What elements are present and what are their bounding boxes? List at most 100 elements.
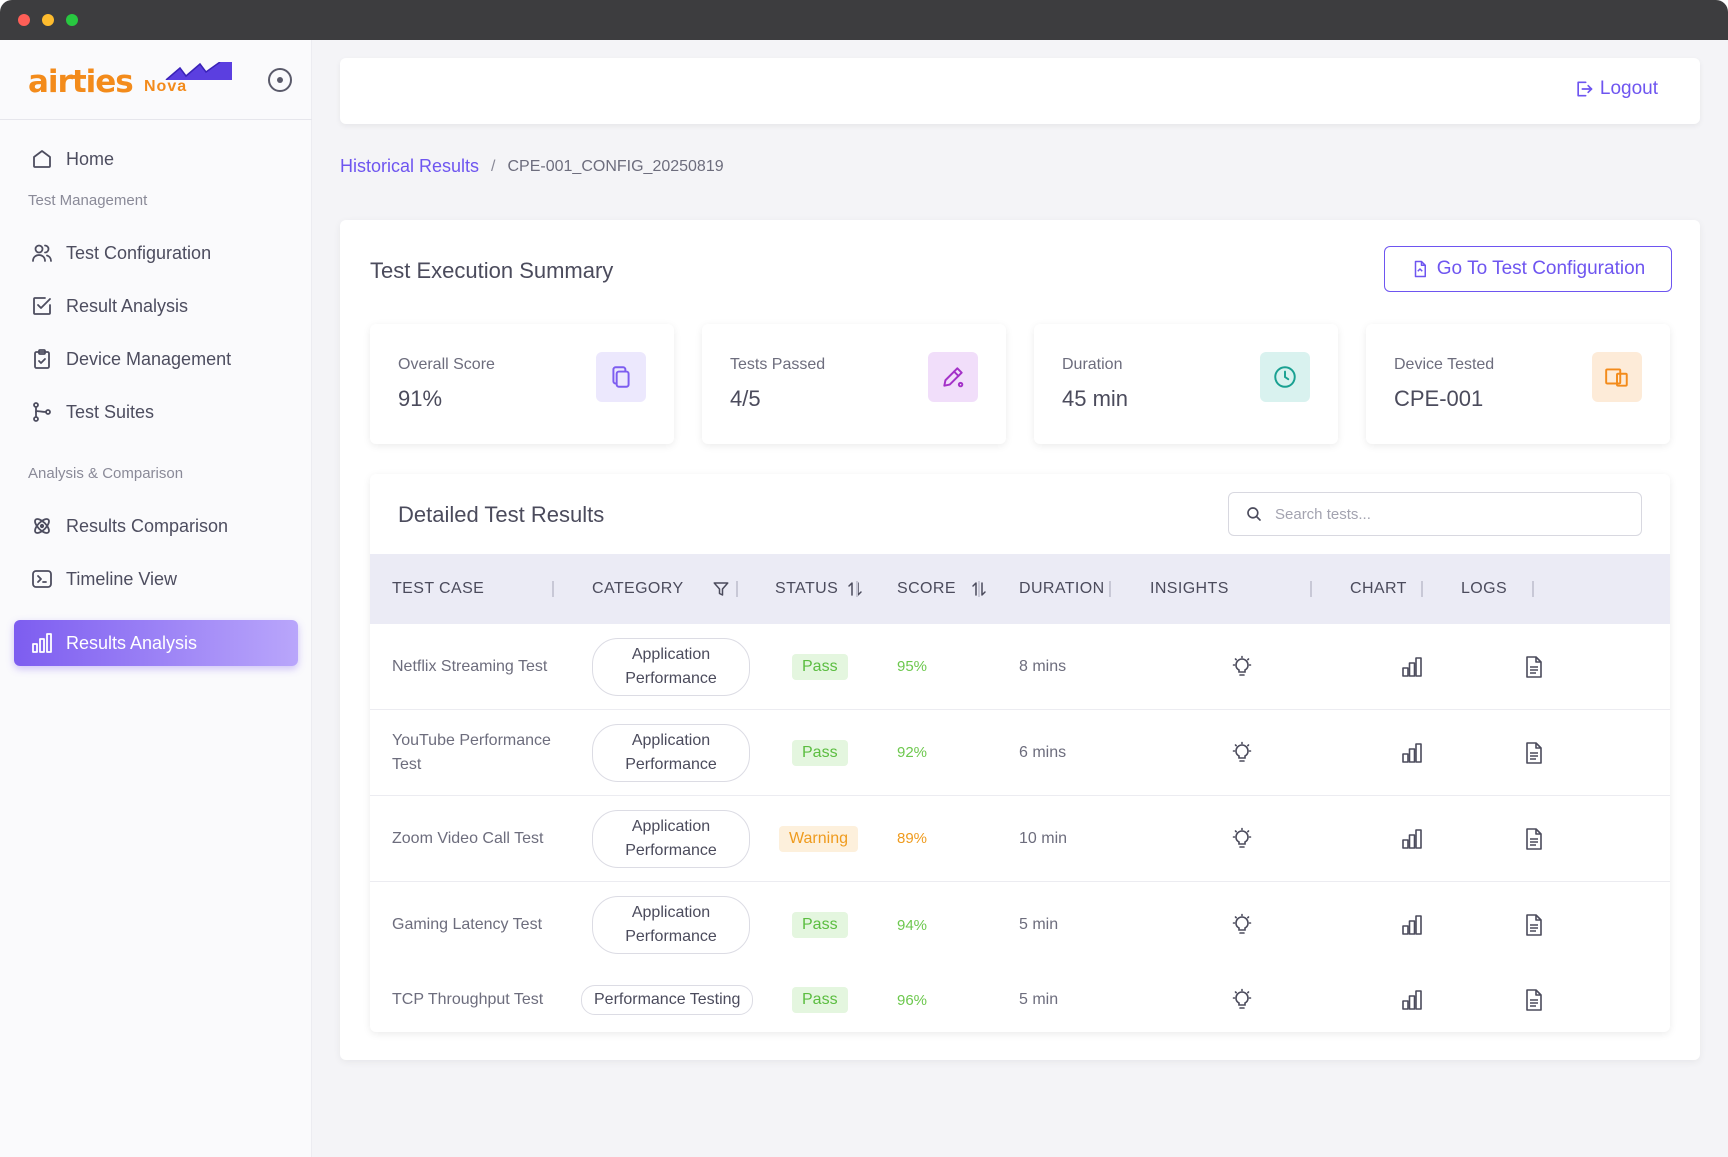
category-badge: Application Performance <box>592 723 750 782</box>
sidebar: airties Nova Home Test Management Test C… <box>0 40 312 1157</box>
top-header: Logout <box>340 58 1700 124</box>
score-value: 92% <box>897 744 928 761</box>
sidebar-item-label: Device Management <box>66 348 232 369</box>
sidebar-item-label: Timeline View <box>66 568 178 589</box>
log-file-icon[interactable] <box>1522 988 1546 1012</box>
chart-icon[interactable] <box>1400 913 1424 937</box>
sidebar-item-results-comparison[interactable]: Results Comparison <box>14 503 298 549</box>
chart-icon[interactable] <box>1400 741 1424 765</box>
search-input[interactable] <box>1275 505 1635 523</box>
atom-icon <box>34 518 50 534</box>
stat-label: Duration <box>1062 356 1123 373</box>
column-resize-handle[interactable] <box>1421 581 1423 597</box>
logout-button[interactable]: Logout <box>1574 78 1658 100</box>
column-resize-handle[interactable] <box>1310 581 1312 597</box>
column-resize-handle[interactable] <box>552 581 554 597</box>
cell-duration: 8 mins <box>1019 657 1067 675</box>
clipboard-icon <box>34 349 50 369</box>
bar-chart-icon <box>32 633 52 653</box>
table-row[interactable]: TCP Throughput Test Performance Testing … <box>370 968 1670 1032</box>
column-header-test-case[interactable]: TEST CASE <box>392 580 485 597</box>
stat-card-tests-passed: Tests Passed 4/5 <box>702 324 1006 444</box>
cell-duration: 10 min <box>1019 829 1068 847</box>
category-badge: Performance Testing <box>581 985 754 1015</box>
chart-icon[interactable] <box>1400 988 1424 1012</box>
log-file-icon[interactable] <box>1522 827 1546 851</box>
home-icon <box>33 150 51 168</box>
column-header-insights[interactable]: INSIGHTS <box>1150 580 1229 597</box>
sidebar-item-test-suites[interactable]: Test Suites <box>14 389 298 435</box>
table-title: Detailed Test Results <box>398 502 605 527</box>
log-file-icon[interactable] <box>1522 655 1546 679</box>
brand-area: airties Nova <box>0 40 312 120</box>
lightbulb-icon[interactable] <box>1230 827 1254 851</box>
search-icon <box>1247 507 1261 521</box>
column-header-score[interactable]: SCORE <box>897 554 988 624</box>
category-badge: Application Performance <box>592 896 750 954</box>
clock-icon <box>1260 352 1310 402</box>
sidebar-item-home[interactable]: Home <box>14 136 298 182</box>
column-header-chart[interactable]: CHART <box>1350 580 1407 597</box>
score-value: 94% <box>897 916 928 934</box>
logo-wordmark: airties <box>28 64 134 100</box>
table-row[interactable]: YouTube Performance Test Application Per… <box>370 710 1670 796</box>
stat-value: CPE-001 <box>1394 386 1484 411</box>
column-header-logs[interactable]: LOGS <box>1461 580 1508 597</box>
column-resize-handle[interactable] <box>1109 581 1111 597</box>
devices-icon <box>1592 352 1642 402</box>
table-row[interactable]: Zoom Video Call Test Application Perform… <box>370 796 1670 882</box>
filter-icon[interactable] <box>712 580 730 598</box>
chart-icon[interactable] <box>1400 827 1424 851</box>
sidebar-item-results-analysis[interactable]: Results Analysis <box>14 620 298 666</box>
lightbulb-icon[interactable] <box>1230 988 1254 1012</box>
category-badge: Application Performance <box>592 637 750 696</box>
sidebar-item-device-management[interactable]: Device Management <box>14 336 298 382</box>
log-file-icon[interactable] <box>1522 913 1546 937</box>
sidebar-item-timeline-view[interactable]: Timeline View <box>14 556 298 602</box>
stat-value: 4/5 <box>730 386 761 411</box>
column-resize-handle[interactable] <box>736 581 738 597</box>
minimize-window-button[interactable] <box>42 14 54 26</box>
score-value: 89% <box>897 830 928 847</box>
table-row[interactable]: Gaming Latency Test Application Performa… <box>370 882 1670 968</box>
cell-test-case: Zoom Video Call Test <box>392 829 544 847</box>
lightbulb-icon[interactable] <box>1230 741 1254 765</box>
copy-icon <box>596 352 646 402</box>
column-resize-handle[interactable] <box>856 581 858 597</box>
column-header-status[interactable]: STATUS <box>775 554 864 624</box>
sidebar-collapse-toggle[interactable] <box>268 68 292 92</box>
stat-card-overall-score: Overall Score 91% <box>370 324 674 444</box>
table-row[interactable]: Netflix Streaming Test Application Perfo… <box>370 624 1670 710</box>
sidebar-item-test-configuration[interactable]: Test Configuration <box>14 230 298 276</box>
stat-label: Device Tested <box>1394 356 1495 373</box>
lightbulb-icon[interactable] <box>1230 655 1254 679</box>
sidebar-item-result-analysis[interactable]: Result Analysis <box>14 283 298 329</box>
airties-nova-logo[interactable]: airties Nova <box>28 62 232 102</box>
column-header-duration[interactable]: DURATION <box>1019 580 1105 597</box>
column-resize-handle[interactable] <box>1532 581 1534 597</box>
column-resize-handle[interactable] <box>978 581 980 597</box>
log-file-icon[interactable] <box>1522 741 1546 765</box>
lightbulb-icon[interactable] <box>1230 913 1254 937</box>
sort-icon[interactable] <box>970 580 988 598</box>
app-root: airties Nova Home Test Management Test C… <box>0 40 1728 1157</box>
sort-icon[interactable] <box>846 580 864 598</box>
stat-value: 45 min <box>1062 386 1129 411</box>
sidebar-item-label: Result Analysis <box>66 295 189 316</box>
cell-duration: 5 min <box>1019 991 1059 1008</box>
maximize-window-button[interactable] <box>66 14 78 26</box>
terminal-icon <box>32 570 52 588</box>
stat-card-device-tested: Device Tested CPE-001 <box>1366 324 1670 444</box>
go-to-test-configuration-button[interactable]: Go To Test Configuration <box>1384 246 1672 292</box>
breadcrumb-historical-results[interactable]: Historical Results <box>340 156 480 176</box>
cell-test-case: YouTube Performance Test <box>392 731 551 773</box>
sidebar-item-label: Results Analysis <box>66 632 198 653</box>
close-window-button[interactable] <box>18 14 30 26</box>
pencil-icon <box>928 352 978 402</box>
logo-wave-icon <box>165 62 232 80</box>
status-badge: Pass <box>792 912 848 938</box>
branch-icon <box>33 402 51 422</box>
column-header-category[interactable]: CATEGORY <box>592 580 684 597</box>
chart-icon[interactable] <box>1400 655 1424 679</box>
stat-label: Overall Score <box>398 356 495 373</box>
